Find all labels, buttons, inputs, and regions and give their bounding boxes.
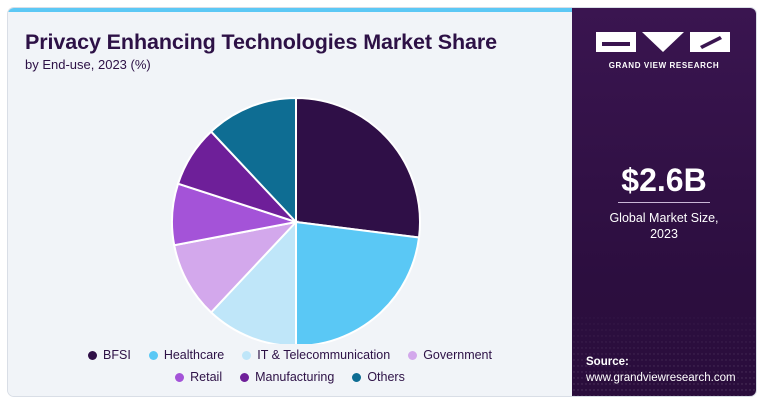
- legend-item-it-telecom: IT & Telecommunication: [242, 348, 390, 362]
- summary-panel: GRAND VIEW RESEARCH $2.6B Global Market …: [572, 8, 756, 396]
- pie-slice-it-telecommunication: [209, 219, 297, 344]
- legend-label: Government: [423, 348, 492, 362]
- legend-swatch: [352, 372, 362, 382]
- legend-swatch: [242, 350, 252, 360]
- legend-item-others: Others: [352, 370, 405, 384]
- pie-slice-others: [209, 96, 297, 225]
- legend-item-healthcare: Healthcare: [148, 348, 225, 362]
- pie-slice-healthcare: [295, 220, 421, 344]
- legend-swatch: [148, 350, 158, 360]
- legend-item-government: Government: [408, 348, 492, 362]
- chart-panel: Privacy Enhancing Technologies Market Sh…: [8, 8, 572, 396]
- pie-slice-government: [173, 220, 299, 314]
- legend-label: Others: [367, 370, 405, 384]
- chart-title: Privacy Enhancing Technologies Market Sh…: [25, 30, 498, 54]
- legend-swatch: [88, 350, 98, 360]
- legend-swatch: [240, 372, 250, 382]
- legend-label: IT & Telecommunication: [257, 348, 391, 362]
- chart-subtitle: by End-use, 2023 (%): [25, 57, 151, 72]
- legend-label: BFSI: [103, 348, 131, 362]
- legend-row-1: BFSI Healthcare IT & Telecommunication G…: [8, 348, 572, 362]
- market-size-label-line2: 2023: [650, 227, 678, 241]
- legend-item-retail: Retail: [175, 370, 222, 384]
- accent-bar: [8, 8, 572, 12]
- pie-slice-bfsi: [295, 96, 421, 239]
- decorative-dot-pattern: [573, 317, 755, 396]
- legend-label: Healthcare: [163, 348, 225, 362]
- divider: [618, 202, 710, 203]
- market-size-label-line1: Global Market Size,: [609, 211, 719, 225]
- legend-label: Manufacturing: [255, 370, 335, 384]
- legend-label: Retail: [190, 370, 223, 384]
- infographic-card: Privacy Enhancing Technologies Market Sh…: [8, 8, 756, 396]
- pie-chart: [171, 96, 421, 344]
- grand-view-research-logo: [596, 32, 730, 52]
- legend-swatch: [408, 350, 418, 360]
- logo-wordmark: GRAND VIEW RESEARCH: [608, 61, 720, 70]
- source-link[interactable]: www.grandviewresearch.com: [586, 372, 736, 384]
- source-label: Source:: [586, 356, 629, 368]
- legend-swatch: [175, 372, 185, 382]
- legend-row-2: Retail Manufacturing Others: [8, 370, 572, 384]
- market-size-label: Global Market Size, 2023: [572, 210, 756, 242]
- legend-item-manufacturing: Manufacturing: [240, 370, 334, 384]
- legend-item-bfsi: BFSI: [88, 348, 131, 362]
- market-size-value: $2.6B: [621, 162, 707, 198]
